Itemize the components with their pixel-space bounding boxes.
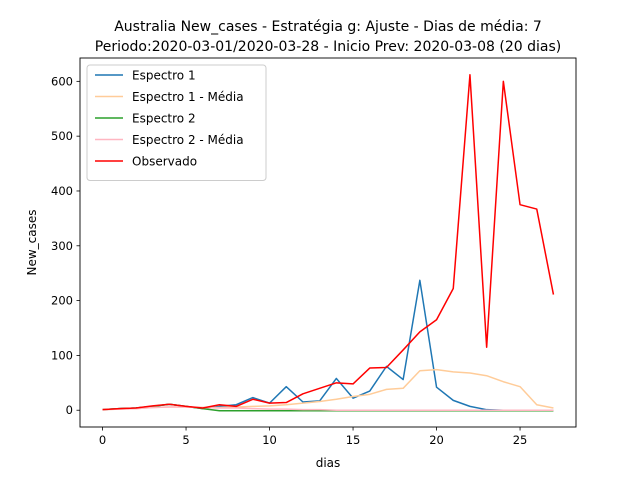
x-axis-ticks: 0 5 10 15 20 25 bbox=[99, 427, 527, 447]
y-tick-label: 200 bbox=[51, 294, 73, 308]
y-tick-label: 400 bbox=[51, 184, 73, 198]
y-tick-label: 0 bbox=[66, 403, 73, 417]
legend-label-2: Espectro 2 bbox=[132, 112, 196, 126]
legend-box bbox=[86, 64, 267, 181]
series-line-4 bbox=[102, 74, 555, 411]
x-tick-label: 20 bbox=[429, 433, 444, 447]
y-tick-label: 500 bbox=[51, 129, 73, 143]
chart-title: Australia New_cases - Estratégia g: Ajus… bbox=[114, 19, 542, 35]
y-tick-label: 100 bbox=[51, 348, 73, 362]
legend-label-1: Espectro 1 - Média bbox=[132, 90, 244, 104]
x-tick-label: 25 bbox=[513, 433, 528, 447]
series-layer bbox=[102, 74, 555, 412]
y-tick-label: 600 bbox=[51, 74, 73, 88]
chart-subtitle: Periodo:2020-03-01/2020-03-28 - Inicio P… bbox=[95, 39, 561, 55]
x-tick-label: 0 bbox=[99, 433, 106, 447]
x-axis-label: dias bbox=[316, 456, 341, 470]
legend-label-0: Espectro 1 bbox=[132, 69, 196, 83]
y-tick-label: 300 bbox=[51, 239, 73, 253]
legend: Espectro 1 Espectro 1 - Média Espectro 2 Es… bbox=[86, 64, 267, 181]
legend-label-4: Observado bbox=[132, 155, 197, 169]
y-axis-label: New_cases bbox=[25, 209, 39, 275]
series-line-3 bbox=[102, 406, 554, 411]
x-tick-label: 5 bbox=[182, 433, 189, 447]
plot-frame bbox=[79, 57, 577, 428]
y-axis-ticks: 0 100 200 300 400 500 600 bbox=[51, 74, 80, 417]
legend-label-3: Espectro 2 - Média bbox=[132, 133, 244, 147]
x-tick-label: 10 bbox=[262, 433, 277, 447]
plot-area bbox=[79, 57, 577, 428]
x-tick-label: 15 bbox=[346, 433, 361, 447]
